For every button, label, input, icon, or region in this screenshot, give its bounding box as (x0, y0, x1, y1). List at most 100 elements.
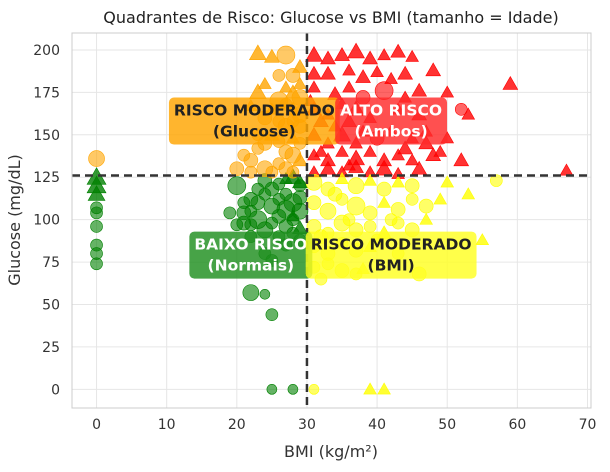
data-point-triangle (419, 212, 433, 225)
data-point-triangle (461, 187, 476, 200)
data-point-triangle (411, 82, 428, 97)
quadrant-label-line1: RISCO MODERADO (174, 102, 335, 120)
y-axis-title: Glucose (mg/dL) (5, 154, 24, 286)
data-point-triangle (433, 192, 448, 205)
data-point-triangle (342, 158, 356, 171)
data-point-circle (265, 308, 279, 321)
data-point-circle (308, 384, 320, 395)
data-point-triangle (453, 152, 470, 167)
data-point-triangle (405, 49, 419, 62)
tick-labels: 0 10 20 30 40 50 60 70 0 25 50 75 100 125 150 175 200 (33, 43, 596, 433)
quadrant-label-line1: BAIXO RISCO (194, 236, 307, 254)
chart-title: Quadrantes de Risco: Glucose vs BMI (tam… (103, 8, 558, 27)
data-point-circle (90, 201, 103, 215)
y-tick-label: 0 (51, 382, 60, 398)
data-point-triangle (440, 175, 455, 188)
data-point-triangle (384, 71, 398, 84)
threshold-lines (72, 33, 591, 408)
data-point-circle (229, 161, 245, 177)
data-point-triangle (335, 172, 349, 184)
x-axis-title: BMI (kg/m²) (284, 442, 378, 461)
data-point-circle (259, 289, 271, 300)
data-point-triangle (461, 107, 476, 120)
data-point-triangle (397, 140, 414, 155)
data-point-circle (405, 192, 419, 206)
quadrant-label-box (305, 231, 477, 279)
data-point-triangle (502, 75, 519, 90)
x-tick-label: 40 (368, 417, 386, 433)
data-point-triangle (363, 382, 377, 395)
data-point-circle (237, 148, 251, 162)
data-point-circle (90, 220, 103, 233)
data-point-triangle (306, 65, 322, 80)
data-point-circle (292, 190, 308, 205)
data-point-triangle (377, 382, 391, 395)
data-point-circle (342, 213, 356, 226)
data-point-triangle (391, 148, 405, 161)
y-tick-label: 125 (33, 170, 60, 186)
quadrant-label: RISCO MODERADO (Glucose) (168, 97, 340, 145)
data-point-circle (266, 384, 278, 395)
data-point-circle (265, 216, 279, 230)
data-point-circle (319, 202, 337, 220)
data-point-circle (362, 205, 378, 221)
data-point-circle (242, 284, 260, 301)
data-point-circle (390, 202, 406, 217)
y-tick-label: 50 (42, 297, 60, 313)
data-point-triangle (292, 152, 308, 167)
data-point-triangle (433, 144, 448, 157)
data-point-circle (346, 196, 366, 216)
data-point-triangle (293, 77, 307, 89)
data-point-circle (276, 45, 296, 65)
data-point-triangle (425, 62, 442, 77)
data-point-triangle (342, 80, 356, 93)
y-tick-label: 25 (42, 340, 60, 356)
data-point-triangle (342, 63, 356, 76)
x-tick-label: 50 (438, 417, 456, 433)
data-point-triangle (377, 195, 391, 208)
y-tick-label: 75 (42, 255, 60, 271)
data-point-triangle (405, 153, 419, 166)
quadrant-label-line2: (Ambos) (354, 123, 427, 141)
data-point-triangle (292, 174, 308, 189)
data-point-triangle (362, 50, 378, 65)
data-point-circle (404, 178, 420, 194)
quadrant-label-box (335, 97, 448, 145)
data-point-triangle (363, 173, 377, 186)
data-point-triangle (292, 58, 308, 73)
data-point-circle (258, 187, 272, 201)
x-tick-label: 70 (579, 417, 597, 433)
data-point-circle (230, 218, 244, 232)
quadrant-label: RISCO MODERADO (BMI) (305, 231, 477, 279)
data-point-triangle (279, 172, 293, 184)
data-point-circle (272, 69, 286, 82)
quadrant-label-line2: (Glucose) (213, 123, 296, 141)
data-point-triangle (87, 185, 106, 201)
data-point-triangle (286, 209, 300, 222)
data-point-triangle (397, 65, 414, 80)
data-point-triangle (248, 44, 267, 60)
x-tick-label: 60 (508, 417, 526, 433)
data-point-circle (347, 177, 365, 195)
data-point-circle (90, 257, 103, 271)
data-point-triangle (391, 175, 405, 188)
data-point-circle (244, 218, 258, 232)
data-point-circle (490, 174, 503, 187)
data-point-triangle (305, 46, 323, 62)
data-point-triangle (347, 42, 365, 59)
quadrant-label: ALTO RISCO (Ambos) (335, 97, 448, 145)
quadrant-label: BAIXO RISCO (Normais) (189, 231, 313, 279)
x-tick-label: 20 (228, 417, 246, 433)
data-point-triangle (411, 160, 428, 175)
data-point-circle (376, 181, 392, 197)
x-tick-label: 30 (298, 417, 316, 433)
plot-frame (71, 32, 592, 409)
data-point-triangle (279, 80, 293, 93)
data-point-circle (363, 220, 377, 233)
data-point-triangle (440, 85, 455, 98)
data-point-triangle (264, 48, 280, 63)
quadrant-label-line2: (Normais) (208, 257, 295, 275)
data-point-triangle (314, 144, 328, 157)
quadrant-label-line1: ALTO RISCO (340, 102, 442, 120)
data-point-circle (236, 205, 252, 221)
